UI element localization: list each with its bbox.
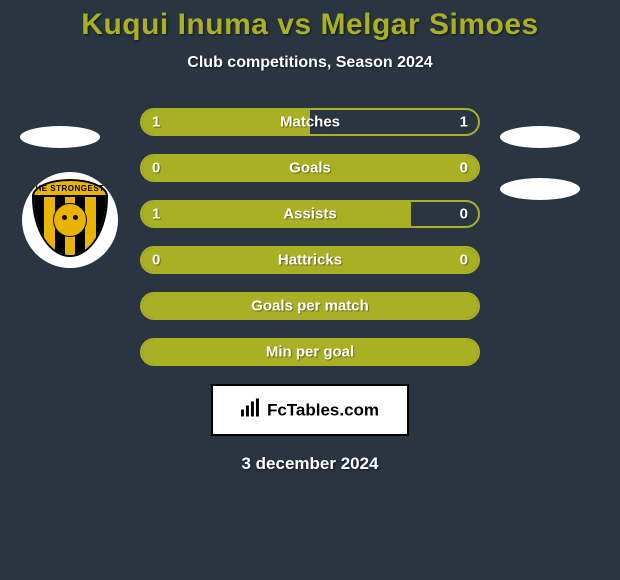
stat-value-right: 0	[460, 160, 468, 177]
stat-bar-left	[142, 202, 411, 226]
stat-row: Goals 0 0	[0, 154, 620, 182]
stat-label: Goals per match	[251, 298, 369, 315]
date-text: 3 december 2024	[0, 454, 620, 474]
stat-label: Goals	[289, 160, 331, 177]
stat-row: Goals per match	[0, 292, 620, 320]
stat-bar: Matches 1 1	[140, 108, 480, 136]
page-subtitle: Club competitions, Season 2024	[0, 54, 620, 72]
fctables-link[interactable]: FcTables.com	[211, 384, 409, 436]
stat-value-left: 0	[152, 252, 160, 269]
stat-value-right: 1	[460, 114, 468, 131]
stat-value-left: 1	[152, 206, 160, 223]
stat-row: Assists 1 0	[0, 200, 620, 228]
stat-bar: Goals 0 0	[140, 154, 480, 182]
bars-icon	[241, 399, 263, 422]
stat-bar: Assists 1 0	[140, 200, 480, 228]
stat-label: Min per goal	[266, 344, 354, 361]
stat-bar: Goals per match	[140, 292, 480, 320]
stat-row: Hattricks 0 0	[0, 246, 620, 274]
page-title: Kuqui Inuma vs Melgar Simoes	[0, 8, 620, 42]
stat-value-right: 0	[460, 206, 468, 223]
stat-row: Matches 1 1	[0, 108, 620, 136]
stat-label: Assists	[283, 206, 336, 223]
stat-value-left: 1	[152, 114, 160, 131]
stat-bar: Hattricks 0 0	[140, 246, 480, 274]
stat-label: Matches	[280, 114, 340, 131]
stat-value-left: 0	[152, 160, 160, 177]
stat-label: Hattricks	[278, 252, 342, 269]
comparison-widget: Kuqui Inuma vs Melgar Simoes Club compet…	[0, 0, 620, 474]
fctables-text: FcTables.com	[267, 400, 379, 420]
stat-value-right: 0	[460, 252, 468, 269]
stat-bar: Min per goal	[140, 338, 480, 366]
stat-row: Min per goal	[0, 338, 620, 366]
